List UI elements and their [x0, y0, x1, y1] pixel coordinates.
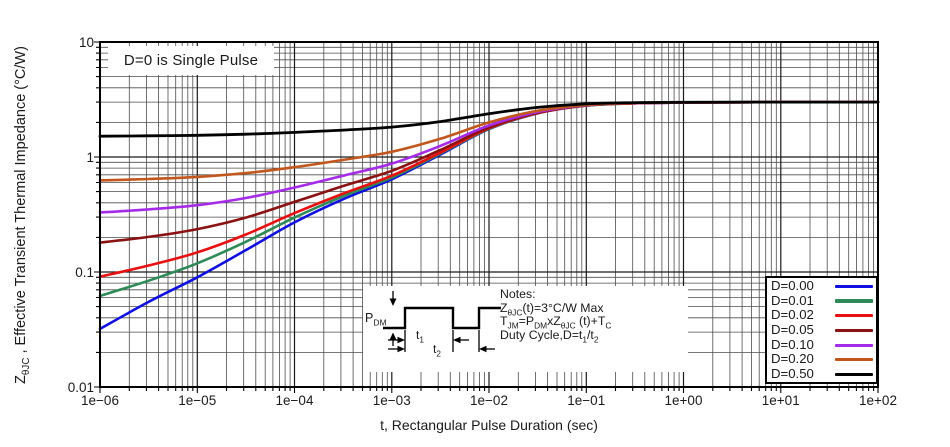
note-line: ZθJC(t)=3°C/W Max	[500, 300, 604, 318]
legend-label: D=0.10	[771, 336, 814, 352]
legend-label: D=0.50	[771, 366, 814, 382]
curve-group	[98, 100, 880, 331]
legend-item: D=0.00	[771, 278, 873, 294]
x-tick-label: 1e+00	[664, 393, 703, 408]
pulse-waveform-diagram	[383, 291, 501, 353]
legend-item: D=0.05	[771, 322, 873, 338]
axis-ticks	[94, 41, 879, 393]
legend-line-swatch	[835, 372, 873, 377]
t2-label: t2	[432, 342, 442, 359]
note-line: Duty Cycle,D=t1/t2	[500, 327, 599, 345]
y-tick-label: 0.1	[75, 264, 94, 280]
legend-line-swatch	[835, 328, 873, 332]
legend-line-swatch	[835, 358, 873, 362]
legend-label: D=0.02	[771, 307, 814, 323]
legend-item: D=0.10	[771, 336, 873, 353]
x-tick-label: 1e−04	[275, 393, 314, 408]
legend-item: D=0.50	[771, 366, 873, 382]
x-tick-label: 1e+02	[859, 393, 897, 408]
legend-label: D=0.01	[771, 292, 814, 308]
note-line: Notes:	[500, 287, 536, 301]
notes-block: Notes: ZθJC(t)=3°C/W Max TJM=PDMxZθJC (t)+…	[500, 287, 612, 345]
legend-item: D=0.20	[771, 352, 873, 367]
x-tick-label: 1e−02	[470, 393, 508, 408]
legend-label: D=0.00	[771, 278, 814, 293]
single-pulse-annotation: D=0 is Single Pulse	[108, 46, 274, 75]
x-tick-label: 1e+01	[761, 393, 800, 408]
y-axis-label: ZθJC , Effective Transient Thermal Imped…	[13, 46, 32, 384]
legend-label: D=0.20	[771, 351, 814, 367]
legend-line-swatch	[835, 299, 873, 303]
legend: D=0.00 D=0.01 D=0.02 D=0.05 D=0.10 D=0.20 D=0.…	[765, 276, 878, 384]
curve-d-0.50	[98, 100, 880, 138]
legend-line-swatch	[835, 284, 873, 288]
t1-label: t1	[416, 328, 424, 345]
x-tick-label: 1e−01	[567, 393, 606, 408]
legend-line-swatch	[835, 343, 873, 347]
note-line: TJM=PDMxZθJC (t)+TC	[500, 314, 612, 331]
x-tick-label: 1e−03	[372, 393, 411, 408]
x-tick-label: 1e−05	[178, 393, 217, 408]
y-tick-label: 0.01	[67, 379, 94, 395]
pdm-label: PDM	[365, 311, 387, 328]
legend-line-swatch	[835, 314, 873, 318]
x-tick-label: 1e−06	[81, 393, 119, 408]
legend-item: D=0.01	[771, 292, 873, 309]
legend-item: D=0.02	[771, 308, 873, 323]
pulse-definition-inset: PDM t1 t2 Notes: ZθJC(t)=3°C/W Max TJM=PDM…	[363, 286, 688, 372]
plot-frame	[99, 41, 879, 388]
x-axis-label: t, Rectangular Pulse Duration (sec)	[380, 417, 598, 433]
y-tick-label: 1	[86, 149, 94, 165]
y-tick-label: 10	[78, 34, 94, 50]
legend-label: D=0.05	[771, 322, 814, 338]
